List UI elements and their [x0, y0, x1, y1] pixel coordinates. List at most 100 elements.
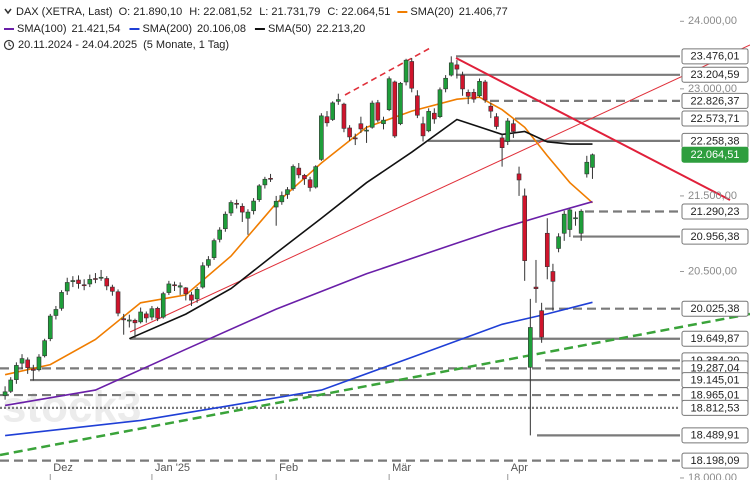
candle-body: [211, 240, 217, 258]
level-label: 20.025,38: [691, 303, 740, 315]
candle-body: [403, 59, 409, 83]
candle-body: [25, 359, 30, 368]
candle-body: [93, 278, 98, 280]
candle-body: [494, 116, 499, 127]
candle-body: [477, 81, 482, 97]
ohlc-value: O: 21.890,10: [119, 6, 183, 18]
candle-body: [336, 99, 341, 102]
candle-body: [194, 289, 200, 300]
candle-body: [358, 123, 364, 130]
candle-body: [426, 111, 431, 132]
level-label: 23.476,01: [691, 51, 740, 63]
trendline: [0, 312, 750, 457]
candle-body: [307, 179, 313, 188]
candle-body: [544, 232, 550, 267]
x-tick-label: Apr: [511, 462, 528, 474]
candle-body: [319, 115, 324, 160]
candle-body: [573, 217, 578, 220]
candle-body: [409, 61, 415, 89]
legend-value: 20.106,08: [197, 23, 246, 35]
candle-body: [279, 195, 285, 203]
level-label: 22.826,37: [691, 95, 740, 107]
level-label-box: [681, 399, 749, 416]
candle-body: [578, 210, 584, 234]
candle-body: [53, 309, 59, 316]
candle-body: [172, 284, 177, 287]
candle-body: [160, 293, 166, 318]
candle-body: [364, 129, 369, 132]
date-range: 20.11.2024 - 24.04.2025: [18, 39, 137, 51]
x-tick-label: Dez: [53, 462, 73, 474]
candle-body: [70, 280, 76, 282]
y-tick-label: 21.500,00: [688, 190, 737, 202]
x-tick-label: Feb: [279, 462, 298, 474]
level-label: 22.573,71: [691, 113, 740, 125]
x-tick-label: Jan '25: [155, 462, 190, 474]
candle-body: [381, 119, 386, 125]
candle-body: [302, 175, 307, 180]
candle-body: [239, 205, 245, 213]
y-tick-label: 24.000,00: [688, 15, 737, 27]
candle-body: [42, 340, 47, 357]
collapse-icon: [4, 8, 12, 15]
candle-body: [143, 313, 149, 319]
ohlc-value: H: 22.081,52: [189, 6, 252, 18]
candle-body: [296, 167, 302, 176]
candle-body: [533, 286, 539, 289]
level-label: 20.956,38: [691, 231, 740, 243]
level-label-box: [681, 48, 749, 65]
x-tick-label: Mär: [392, 462, 411, 474]
candle-body: [149, 308, 155, 318]
trendline: [344, 46, 433, 96]
trendline: [129, 44, 750, 333]
level-label: 22.258,38: [691, 135, 740, 147]
candle-body: [251, 200, 256, 212]
candle-body: [245, 211, 251, 219]
candle-body: [200, 265, 206, 288]
candle-body: [104, 278, 110, 287]
candle-body: [183, 287, 189, 295]
candle-body: [59, 292, 64, 309]
candle-body: [420, 123, 426, 137]
candle-body: [166, 283, 172, 293]
level-label-box: [681, 110, 749, 127]
legend-label: SMA(20): [410, 6, 453, 18]
candle-body: [347, 127, 352, 138]
level-label: 18.198,09: [691, 455, 740, 467]
candle-body: [115, 291, 121, 314]
candle-body: [76, 279, 81, 284]
candle-body: [437, 89, 443, 117]
candle-body: [415, 95, 420, 116]
candle-body: [330, 102, 335, 120]
candle-body: [87, 279, 93, 285]
candle-body: [138, 311, 143, 323]
candle-body: [584, 161, 590, 175]
instrument-name: DAX (XETRA, Last): [16, 6, 113, 18]
level-labels: 23.476,01 23.204,59 22.826,37 22.573,71 22.2…: [681, 48, 749, 469]
candle-body: [234, 203, 239, 205]
level-label: 18.965,01: [691, 389, 740, 401]
candle-body: [81, 284, 87, 287]
candle-body: [98, 276, 104, 279]
candle-body: [511, 123, 516, 132]
candle-body: [64, 282, 70, 292]
y-tick-label: 18.000,00: [688, 472, 737, 480]
legend-value: 21.406,77: [459, 6, 508, 18]
candle-body: [36, 356, 42, 371]
candle-body: [121, 318, 126, 321]
candle-body: [268, 177, 273, 180]
candle-body: [262, 178, 268, 186]
level-label-box: [681, 427, 749, 444]
legend-value: 22.213,20: [316, 23, 365, 35]
candle-body: [2, 391, 8, 396]
legend: DAX (XETRA, Last) O: 21.890,10 H: 22.081,5…: [3, 6, 508, 51]
candle-body: [290, 166, 296, 189]
candle-body: [14, 365, 19, 380]
level-label-box: [681, 228, 749, 245]
level-label: 18.489,91: [691, 430, 740, 442]
candle-body: [223, 213, 228, 230]
axes: 24.000,00 23.000,00 21.500,00 20.500,00 18.0…: [49, 15, 737, 480]
candle-body: [324, 116, 330, 124]
